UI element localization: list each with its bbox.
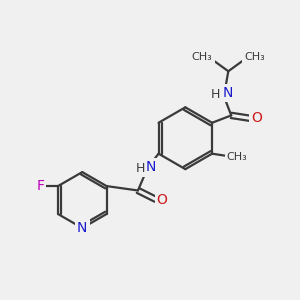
- Text: H: H: [136, 162, 145, 175]
- Text: CH₃: CH₃: [227, 152, 248, 162]
- Text: CH₃: CH₃: [244, 52, 265, 61]
- Text: N: N: [145, 160, 155, 174]
- Text: CH₃: CH₃: [192, 52, 212, 61]
- Text: O: O: [157, 193, 167, 207]
- Text: N: N: [77, 221, 88, 235]
- Text: F: F: [36, 179, 44, 193]
- Text: H: H: [211, 88, 220, 101]
- Text: N: N: [222, 86, 233, 100]
- Text: O: O: [251, 111, 262, 125]
